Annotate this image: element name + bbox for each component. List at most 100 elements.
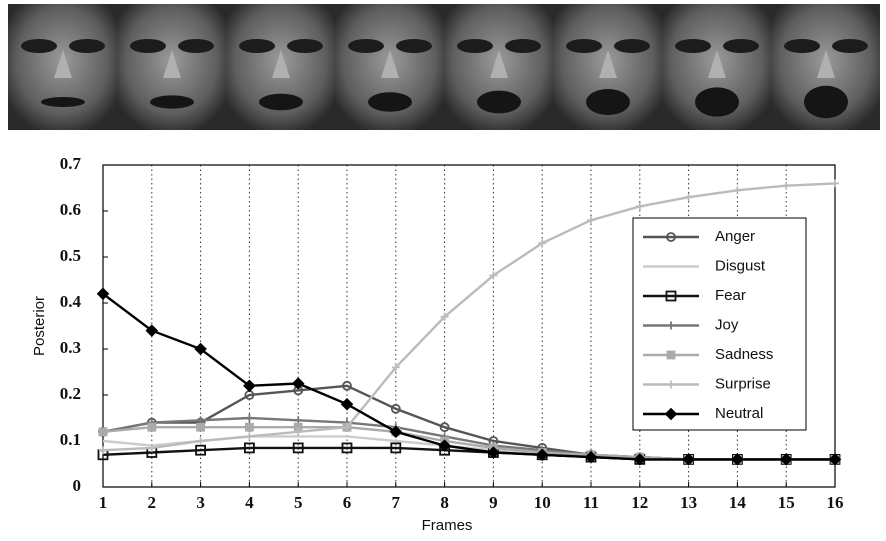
x-tick-label: 9 xyxy=(489,493,498,512)
nose xyxy=(490,50,508,78)
point xyxy=(439,422,450,433)
point xyxy=(292,442,304,454)
point xyxy=(389,425,403,439)
y-tick-label: 0.6 xyxy=(60,200,81,219)
point xyxy=(535,448,549,462)
eye xyxy=(505,39,541,53)
eye xyxy=(723,39,759,53)
x-axis-label: Frames xyxy=(422,517,473,534)
point xyxy=(731,453,744,466)
x-tick-label: 14 xyxy=(729,493,747,512)
point xyxy=(682,453,695,466)
point xyxy=(782,181,791,190)
point xyxy=(145,324,159,337)
point xyxy=(390,442,402,454)
nose xyxy=(54,50,72,78)
point xyxy=(390,403,401,414)
series-line xyxy=(102,426,835,461)
y-tick-label: 0.5 xyxy=(60,246,81,265)
point xyxy=(831,179,839,188)
point xyxy=(828,453,842,466)
x-tick-label: 3 xyxy=(196,493,205,512)
mouth xyxy=(150,95,194,109)
mouth xyxy=(695,87,739,117)
x-tick-label: 16 xyxy=(827,493,844,512)
y-tick-label: 0.4 xyxy=(60,292,82,311)
point xyxy=(391,363,400,372)
eye xyxy=(348,39,384,53)
point xyxy=(196,437,205,445)
x-tick-label: 2 xyxy=(148,493,157,512)
y-tick-label: 0.2 xyxy=(60,384,81,403)
point xyxy=(538,239,547,248)
nose xyxy=(272,50,290,78)
eye xyxy=(457,39,493,53)
mouth xyxy=(477,90,521,114)
point xyxy=(340,397,354,411)
x-tick-label: 10 xyxy=(534,493,551,512)
point xyxy=(489,271,498,280)
x-tick-label: 15 xyxy=(778,493,795,512)
mouth xyxy=(804,85,848,119)
y-tick-label: 0.3 xyxy=(60,338,81,357)
point xyxy=(684,193,693,202)
nose xyxy=(599,50,617,78)
legend-marker xyxy=(667,321,675,330)
mouth xyxy=(586,89,630,115)
mouth xyxy=(368,92,412,112)
nose xyxy=(163,50,181,78)
eye xyxy=(675,39,711,53)
y-tick-label: 0 xyxy=(73,476,82,495)
point xyxy=(438,439,451,452)
point xyxy=(243,379,256,393)
eye xyxy=(396,39,432,53)
point xyxy=(779,453,793,466)
point xyxy=(243,442,255,454)
x-tick-label: 8 xyxy=(440,493,449,512)
legend-marker xyxy=(667,380,675,389)
face-strip xyxy=(8,4,880,130)
legend-label: Joy xyxy=(715,316,739,333)
point xyxy=(99,446,107,455)
eye xyxy=(566,39,602,53)
point xyxy=(98,427,108,437)
x-tick-label: 12 xyxy=(631,493,648,512)
legend-label: Sadness xyxy=(715,346,773,363)
eye xyxy=(178,39,214,53)
series-line xyxy=(102,182,836,452)
legend-label: Anger xyxy=(715,228,755,245)
point xyxy=(341,442,353,454)
nose xyxy=(708,50,726,78)
point xyxy=(194,342,207,356)
point xyxy=(342,380,352,391)
point xyxy=(440,312,449,321)
point xyxy=(245,414,254,422)
point xyxy=(584,450,598,464)
point xyxy=(245,432,254,441)
x-tick-label: 4 xyxy=(245,493,254,512)
point xyxy=(147,422,157,432)
mouth xyxy=(41,97,85,107)
point xyxy=(196,422,206,432)
nose xyxy=(381,50,399,78)
legend-label: Disgust xyxy=(715,257,766,274)
eye xyxy=(239,39,275,53)
point xyxy=(633,453,647,466)
eye xyxy=(69,39,105,53)
point xyxy=(96,287,110,301)
eye xyxy=(832,39,868,53)
legend-marker xyxy=(666,232,676,242)
x-tick-label: 13 xyxy=(680,493,697,512)
nose xyxy=(817,50,835,78)
eye xyxy=(614,39,650,53)
legend-marker xyxy=(665,290,677,302)
point xyxy=(487,446,500,459)
eye xyxy=(784,39,820,53)
point xyxy=(195,444,207,456)
eye xyxy=(21,39,57,53)
mouth xyxy=(259,93,303,111)
point xyxy=(635,202,644,211)
point xyxy=(294,427,303,436)
x-tick-label: 11 xyxy=(583,493,599,512)
